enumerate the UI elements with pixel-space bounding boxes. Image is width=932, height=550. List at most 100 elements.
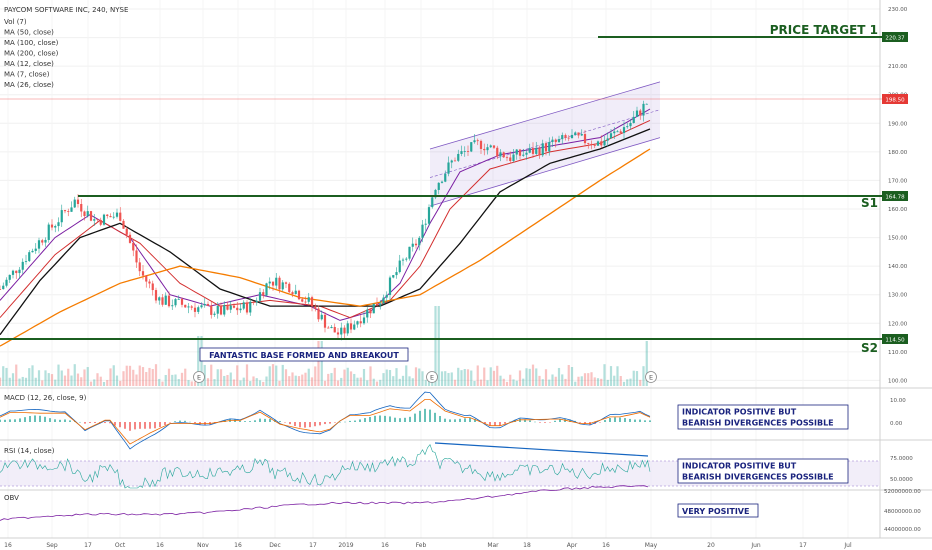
macd-histogram-bar xyxy=(389,416,391,422)
time-tick-label: 16 xyxy=(602,542,610,549)
candle-body xyxy=(622,127,626,134)
obv-tick-48m: 48000000.00 xyxy=(884,509,921,515)
candle-body xyxy=(154,290,158,301)
candle-body xyxy=(275,277,278,286)
volume-bar xyxy=(154,364,158,386)
macd-histogram-bar xyxy=(344,421,346,423)
volume-bar xyxy=(613,375,616,386)
indicator-label-ma12: MA (12, close) xyxy=(4,60,54,68)
candle-body xyxy=(115,212,119,217)
time-tick-label: Sep xyxy=(46,542,58,549)
macd-histogram-bar xyxy=(454,419,456,422)
macd-histogram-bar xyxy=(94,422,96,423)
macd-histogram-bar xyxy=(304,422,306,428)
candle-body xyxy=(21,261,24,270)
macd-histogram-bar xyxy=(119,422,121,428)
macd-histogram-bar xyxy=(299,422,301,428)
macd-histogram-bar xyxy=(174,421,176,422)
volume-bar xyxy=(284,369,288,386)
volume-bar xyxy=(535,368,538,386)
volume-bar xyxy=(122,371,125,386)
rsi-tick-50: 50.0000 xyxy=(890,477,913,483)
candle-body xyxy=(80,203,83,212)
candle-body xyxy=(242,302,245,309)
volume-bar xyxy=(444,371,447,386)
macd-histogram-bar xyxy=(149,422,151,429)
macd-histogram-bar xyxy=(154,422,156,429)
volume-bar xyxy=(460,370,463,386)
time-tick-label: Nov xyxy=(197,542,209,549)
candle-body xyxy=(444,173,447,182)
candle-body xyxy=(265,283,268,296)
volume-bar xyxy=(11,373,15,386)
candle-body xyxy=(232,305,236,308)
candle-body xyxy=(187,306,190,308)
macd-histogram-bar xyxy=(604,420,606,422)
candle-body xyxy=(8,274,11,280)
candle-body xyxy=(382,297,385,304)
candle-body xyxy=(60,210,63,223)
candle-body xyxy=(479,140,483,149)
candle-body xyxy=(28,252,31,262)
earnings-marker-label: E xyxy=(649,374,653,382)
candle-body xyxy=(288,283,291,293)
volume-bar xyxy=(473,380,476,386)
volume-bar xyxy=(171,374,174,386)
candle-body xyxy=(320,314,323,320)
candle-body xyxy=(587,143,590,144)
volume-bar xyxy=(109,368,112,386)
macd-histogram-bar xyxy=(314,422,316,427)
candle-body xyxy=(340,327,343,335)
volume-bar xyxy=(167,368,171,386)
volume-bar xyxy=(609,366,613,386)
price-tick-label: 180.00 xyxy=(888,150,908,156)
macd-histogram-bar xyxy=(444,418,446,422)
volume-bar xyxy=(184,368,187,386)
macd-histogram-bar xyxy=(624,418,626,422)
macd-note-box: INDICATOR POSITIVE BUT BEARISH DIVERGENC… xyxy=(677,404,849,430)
candle-body xyxy=(34,248,37,251)
rsi-divergence-line xyxy=(434,442,649,457)
candle-body xyxy=(353,324,356,330)
time-tick-label: 16 xyxy=(4,542,12,549)
price-tag-s1-text: 164.78 xyxy=(885,195,905,201)
macd-histogram-bar xyxy=(49,418,51,422)
rsi-line xyxy=(0,443,651,489)
volume-bar xyxy=(541,379,544,386)
volume-bar xyxy=(161,381,164,386)
volume-bar xyxy=(453,379,457,386)
macd-note-line-2: BEARISH DIVERGENCES POSSIBLE xyxy=(682,419,834,428)
candle-body xyxy=(405,258,408,260)
price-tick-label: 170.00 xyxy=(888,178,908,184)
price-tick-label: 230.00 xyxy=(888,7,908,13)
volume-bar xyxy=(353,373,356,386)
macd-histogram-bar xyxy=(384,415,386,422)
candle-body xyxy=(304,301,307,303)
volume-bar xyxy=(187,380,190,386)
candle-body xyxy=(372,303,375,314)
volume-bar xyxy=(278,380,281,386)
volume-bar xyxy=(0,377,2,386)
macd-histogram-bar xyxy=(19,418,21,422)
candle-body xyxy=(525,152,528,155)
volume-bar xyxy=(54,379,57,386)
volume-bar xyxy=(375,381,379,386)
candle-body xyxy=(164,295,167,305)
price-tick-label: 130.00 xyxy=(888,293,908,299)
time-tick-label: Apr xyxy=(567,542,578,549)
price-tag-s2-text: 114.50 xyxy=(885,338,905,344)
candle-body xyxy=(609,133,613,139)
earnings-marker: E xyxy=(645,371,657,383)
candle-body xyxy=(2,285,5,290)
candle-body xyxy=(18,269,21,274)
macd-histogram-bar xyxy=(24,417,26,422)
macd-histogram-bar xyxy=(9,419,11,422)
volume-bar xyxy=(41,380,44,386)
volume-bar xyxy=(531,364,535,386)
price-target-label: PRICE TARGET 1 xyxy=(770,23,878,37)
candle-body xyxy=(278,277,281,290)
candle-body xyxy=(577,132,580,136)
volume-bar xyxy=(333,367,336,386)
candle-body xyxy=(362,317,366,324)
